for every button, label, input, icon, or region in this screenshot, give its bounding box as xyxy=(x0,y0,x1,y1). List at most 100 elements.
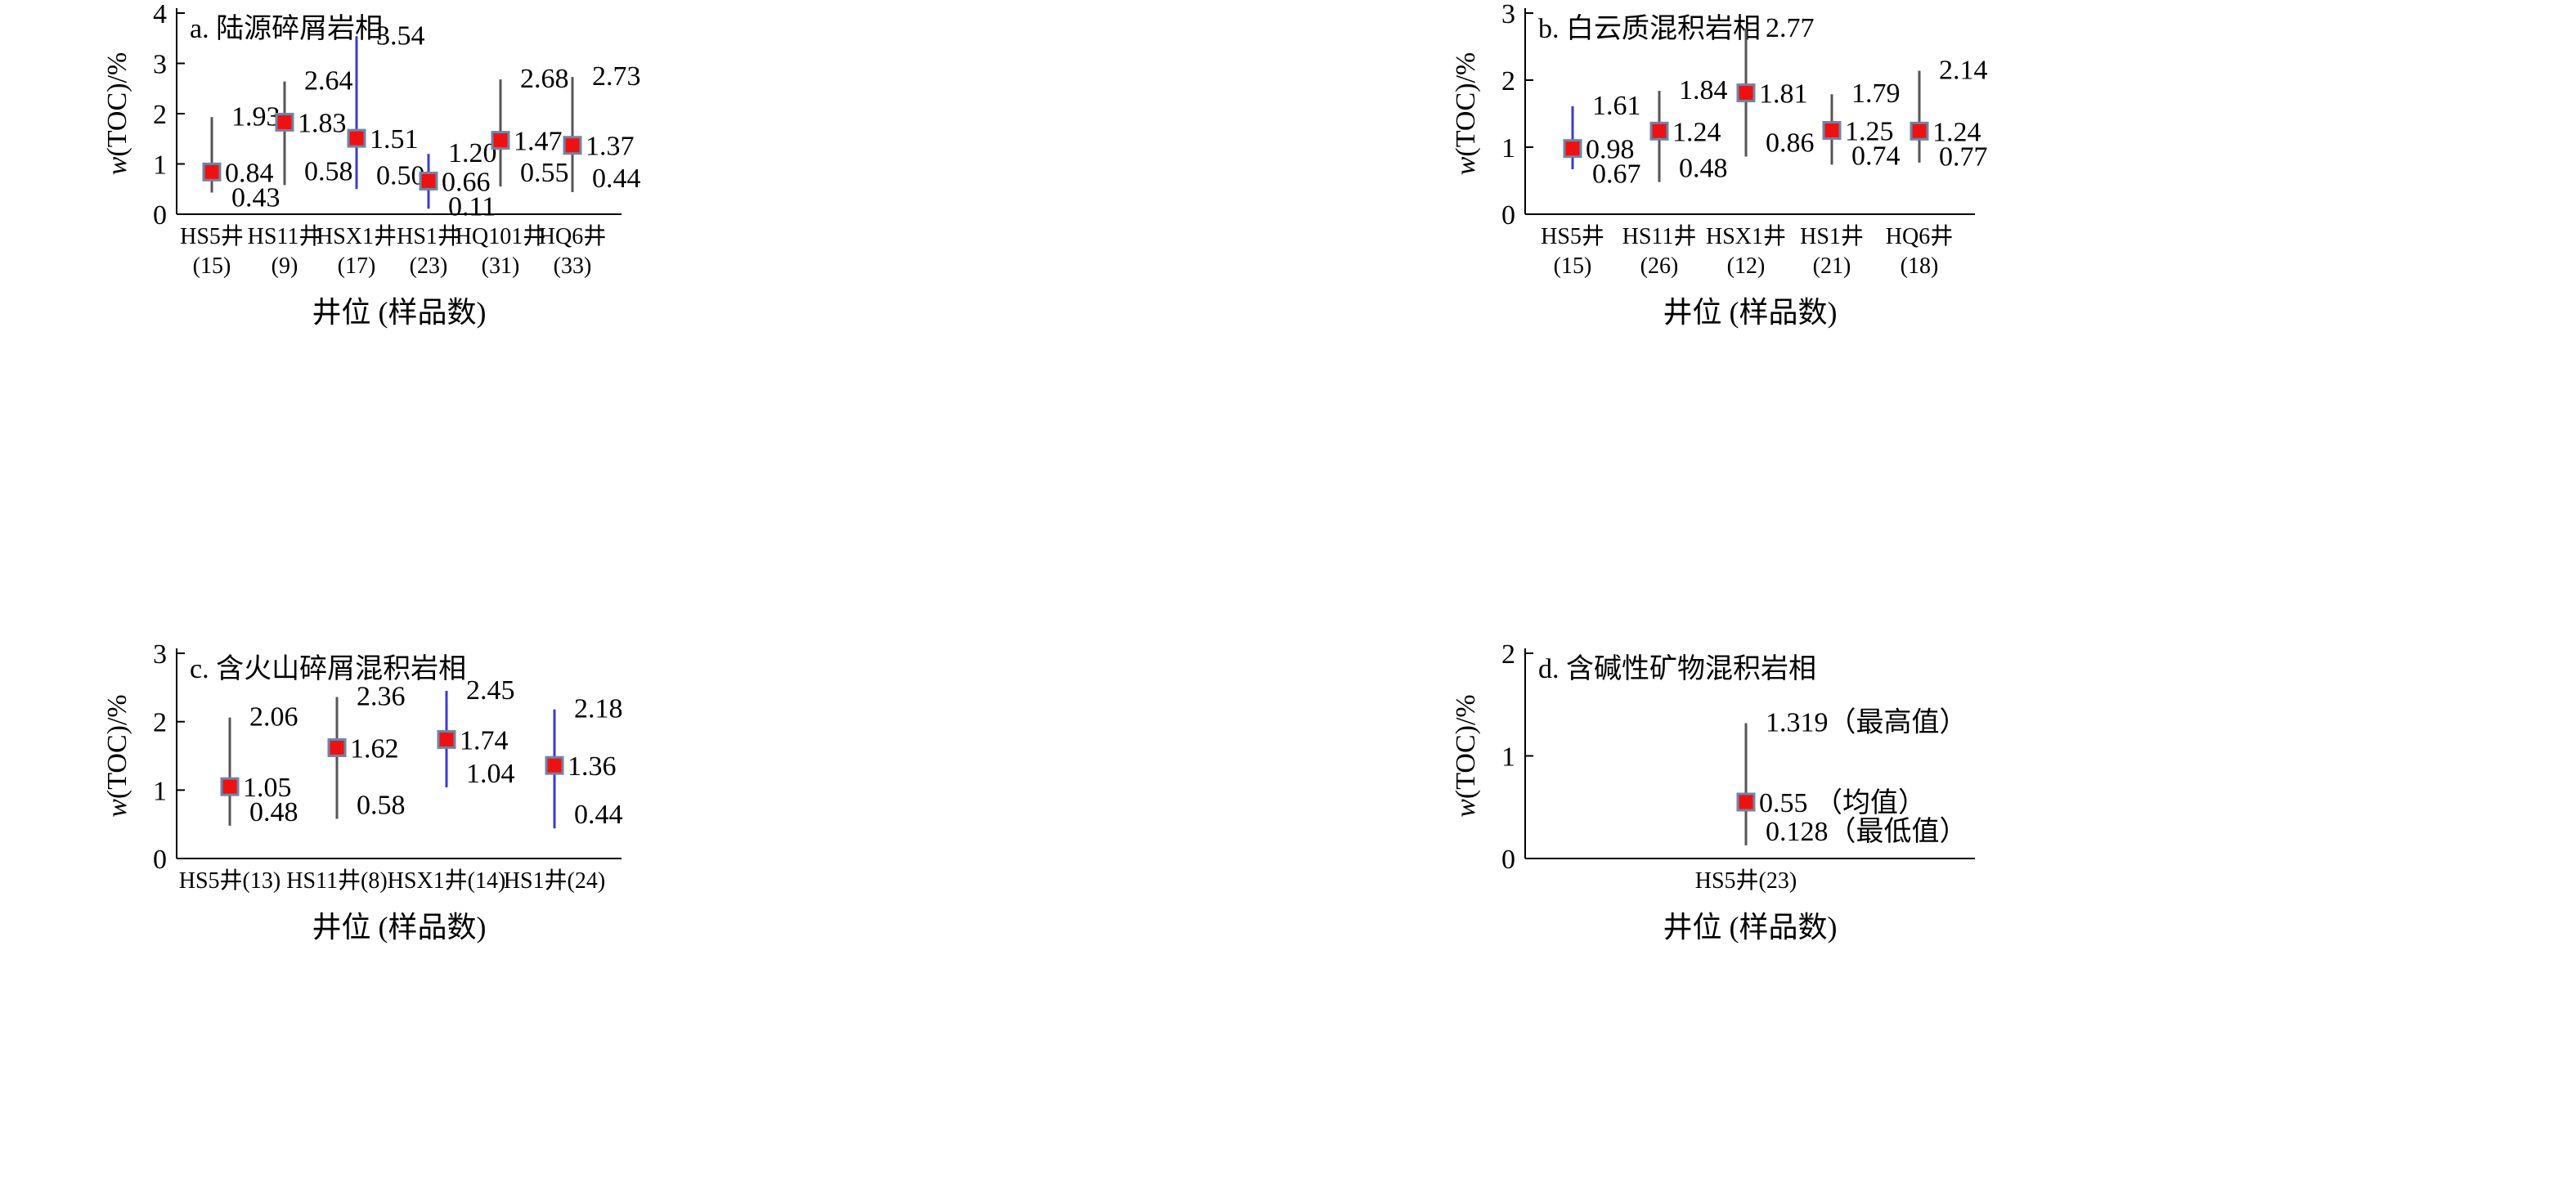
mean-value-label: 0.98 xyxy=(1586,135,1635,165)
max-value-label: 2.45 xyxy=(466,675,515,706)
mean-value-label: 1.81 xyxy=(1759,79,1808,110)
mean-marker xyxy=(1649,121,1669,141)
y-axis-title-variable: w xyxy=(102,799,132,818)
mean-value-label: 1.83 xyxy=(298,108,347,138)
x-category-count: (15) xyxy=(1554,253,1592,279)
mean-value-label: 1.51 xyxy=(370,124,419,155)
y-axis-title-variable: w xyxy=(1451,799,1481,818)
x-category-label: HSX1井(14) xyxy=(388,867,506,894)
x-axis-title: 井位 (样品数) xyxy=(312,911,487,944)
mean-value-label: 1.47 xyxy=(514,127,563,157)
max-value-label: 2.77 xyxy=(1766,13,1815,43)
x-category-label: HSX1井 xyxy=(316,223,397,249)
y-tick-label: 0 xyxy=(1501,200,1515,231)
max-value-label: 1.84 xyxy=(1679,75,1728,105)
x-category-label: HS11井 xyxy=(248,223,322,249)
mean-value-label: 1.62 xyxy=(350,733,399,764)
y-tick-label: 2 xyxy=(1501,66,1515,96)
max-value-label: 2.68 xyxy=(520,64,569,94)
min-value-label: 0.58 xyxy=(304,156,353,186)
panel-d-chart: 0 1 2 w(TOC)/% d. 含碱性矿物混积岩相 1.319（最高值） 0.55 （均… xyxy=(1451,639,1975,944)
panel-b-chart: 0 1 2 3 w(TOC)/% b. 白云质混积岩相 1.61 0.980.67 HS5井 (1… xyxy=(1451,0,1988,329)
min-value-label: 0.67 xyxy=(1592,159,1641,190)
x-category-label: HS1井(24) xyxy=(504,867,605,894)
mean-marker xyxy=(347,128,366,148)
panel-title: b. 白云质混积岩相 xyxy=(1538,13,1761,44)
mean-marker xyxy=(545,755,564,775)
min-value-label: 0.44 xyxy=(592,164,641,194)
mean-value-label: 1.25 xyxy=(1845,117,1894,147)
max-value-label: 2.06 xyxy=(249,702,298,733)
y-tick-label: 2 xyxy=(1501,639,1515,670)
x-category-label: HS11井(8) xyxy=(286,867,387,894)
mean-marker xyxy=(275,112,294,132)
x-category-label: HS5井 xyxy=(1541,223,1604,249)
max-value-label: 1.319（最高值） xyxy=(1766,706,1968,737)
y-tick-label: 1 xyxy=(1501,133,1515,164)
max-value-label: 1.61 xyxy=(1592,91,1641,121)
panel-c-chart: 0 1 2 3 w(TOC)/% c. 含火山碎屑混积岩相 2.06 1.050.48 HS5井… xyxy=(102,639,623,944)
x-category-label: HS1井 xyxy=(1800,223,1864,249)
mean-marker xyxy=(202,162,222,182)
min-value-label: 0.43 xyxy=(231,182,280,213)
mean-value-label: 1.24 xyxy=(1932,117,1981,147)
mean-marker xyxy=(1736,83,1756,103)
y-axis-title: w(TOC)/% xyxy=(1451,52,1481,176)
y-axis-title-variable: w xyxy=(102,156,132,175)
y-tick-label: 1 xyxy=(1501,742,1515,773)
x-category-count: (26) xyxy=(1640,253,1679,279)
x-axis-title: 井位 (样品数) xyxy=(312,296,487,329)
mean-marker xyxy=(1910,121,1929,141)
min-value-label: 0.128（最低值） xyxy=(1766,816,1968,847)
y-axis-title-unit: (TOC)/% xyxy=(102,694,132,799)
mean-marker xyxy=(491,131,510,150)
mean-value-label: 0.66 xyxy=(442,167,491,197)
x-category-count: (18) xyxy=(1901,253,1939,279)
x-category-label: HS5井 xyxy=(180,223,244,249)
x-category-count: (12) xyxy=(1727,253,1766,279)
mean-marker xyxy=(419,171,438,191)
x-category-label: HSX1井 xyxy=(1706,223,1786,249)
y-axis-title: w(TOC)/% xyxy=(102,52,132,176)
y-tick-label: 3 xyxy=(153,50,167,80)
mean-marker xyxy=(1822,121,1842,140)
mean-marker xyxy=(1563,139,1582,159)
y-axis-title-variable: w xyxy=(1451,156,1481,175)
x-category-label: HS1井 xyxy=(397,223,460,249)
y-tick-label: 1 xyxy=(153,776,167,806)
min-value-label: 0.77 xyxy=(1939,141,1988,172)
x-category-count: (33) xyxy=(554,253,592,279)
y-tick-label: 3 xyxy=(1501,0,1515,29)
y-axis-title: w(TOC)/% xyxy=(102,694,132,818)
y-tick-label: 1 xyxy=(153,150,167,181)
y-tick-label: 3 xyxy=(153,639,167,670)
y-tick-label: 0 xyxy=(153,200,167,231)
mean-marker xyxy=(437,729,456,749)
y-tick-label: 2 xyxy=(153,100,167,130)
min-value-label: 0.58 xyxy=(357,790,406,820)
min-value-label: 0.48 xyxy=(1679,154,1728,184)
y-tick-label: 0 xyxy=(1501,845,1515,875)
y-axis-title-unit: (TOC)/% xyxy=(1451,52,1481,157)
max-value-label: 3.54 xyxy=(376,20,425,51)
min-value-label: 0.11 xyxy=(448,191,496,222)
max-value-label: 2.14 xyxy=(1939,56,1988,86)
panel-title: a. 陆源碎屑岩相 xyxy=(190,13,383,44)
x-category-label: HS5井(23) xyxy=(1695,867,1797,894)
mean-marker xyxy=(563,136,582,155)
x-category-count: (23) xyxy=(410,253,448,279)
max-value-label: 2.73 xyxy=(592,61,641,92)
panel-title: c. 含火山碎屑混积岩相 xyxy=(190,653,466,684)
mean-value-label: 1.24 xyxy=(1672,117,1721,147)
max-value-label: 2.36 xyxy=(357,682,406,712)
y-axis-title-unit: (TOC)/% xyxy=(102,52,132,157)
mean-value-label: 0.55 （均值） xyxy=(1759,787,1926,818)
x-category-count: (9) xyxy=(272,253,298,279)
x-category-label: HS5井(13) xyxy=(179,867,280,894)
max-value-label: 2.64 xyxy=(304,66,353,96)
x-category-count: (31) xyxy=(482,253,520,279)
x-category-label: HQ101井 xyxy=(456,223,545,249)
y-axis-title: w(TOC)/% xyxy=(1451,694,1481,818)
max-value-label: 1.79 xyxy=(1851,78,1901,109)
